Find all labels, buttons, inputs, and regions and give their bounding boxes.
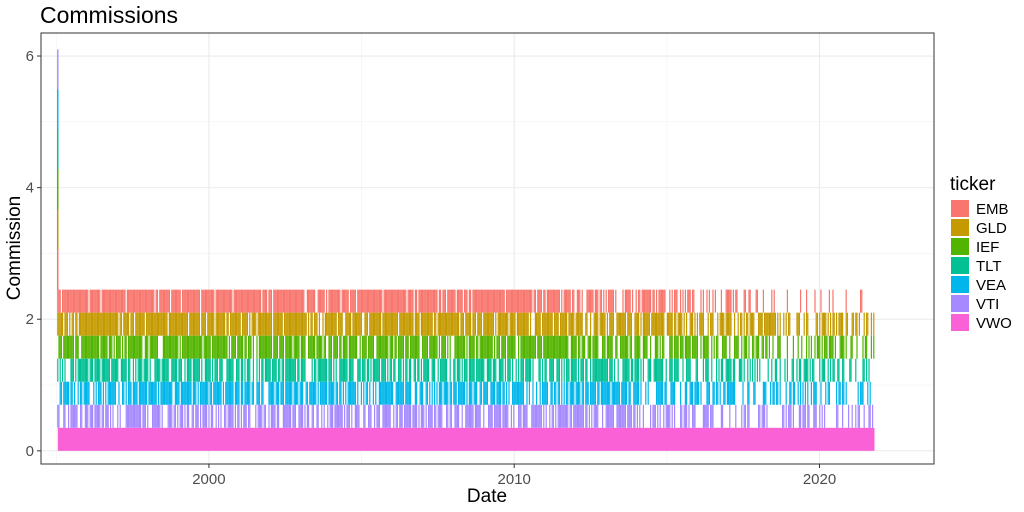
legend-swatch-ief [951, 238, 969, 255]
y-tick-label: 4 [26, 180, 34, 197]
legend-swatch-gld [951, 219, 969, 236]
series-band [57, 427, 875, 451]
series-ief [58, 335, 875, 359]
legend-label-tlt: TLT [976, 258, 1002, 275]
y-tick-label: 6 [26, 48, 34, 65]
legend-label-emb: EMB [976, 201, 1009, 218]
stacked-area-series [57, 49, 875, 451]
x-tick-label: 2010 [498, 471, 531, 488]
x-tick-label: 2020 [803, 471, 836, 488]
series-vea [59, 381, 871, 405]
legend-swatch-vwo [951, 314, 969, 331]
y-tick-label: 2 [26, 311, 34, 328]
legend-label-vti: VTI [976, 296, 999, 313]
plot-border [40, 32, 935, 465]
chart-title: Commissions [40, 2, 178, 28]
legend-label-vwo: VWO [976, 315, 1012, 332]
x-axis-title: Date [467, 486, 507, 507]
legend: ticker EMB GLD IEF TLT VEA VTI VWO [950, 174, 1012, 332]
series-gld [57, 312, 875, 336]
legend-label-gld: GLD [976, 220, 1007, 237]
y-axis-title: Commission [4, 196, 25, 301]
legend-swatch-tlt [951, 257, 969, 274]
legend-label-ief: IEF [976, 239, 999, 256]
legend-swatch-vea [951, 276, 969, 293]
y-tick-label: 0 [26, 443, 34, 460]
legend-swatch-emb [951, 200, 969, 217]
legend-swatch-vti [951, 295, 969, 312]
series-vwo [57, 427, 875, 451]
legend-title: ticker [950, 174, 996, 195]
series-tlt [57, 358, 870, 382]
axes: 2000 2010 2020 0 2 4 6 [26, 48, 837, 488]
x-tick-label: 2000 [192, 471, 225, 488]
series-emb [57, 289, 863, 313]
legend-label-vea: VEA [976, 277, 1006, 294]
series-vti [57, 404, 874, 428]
